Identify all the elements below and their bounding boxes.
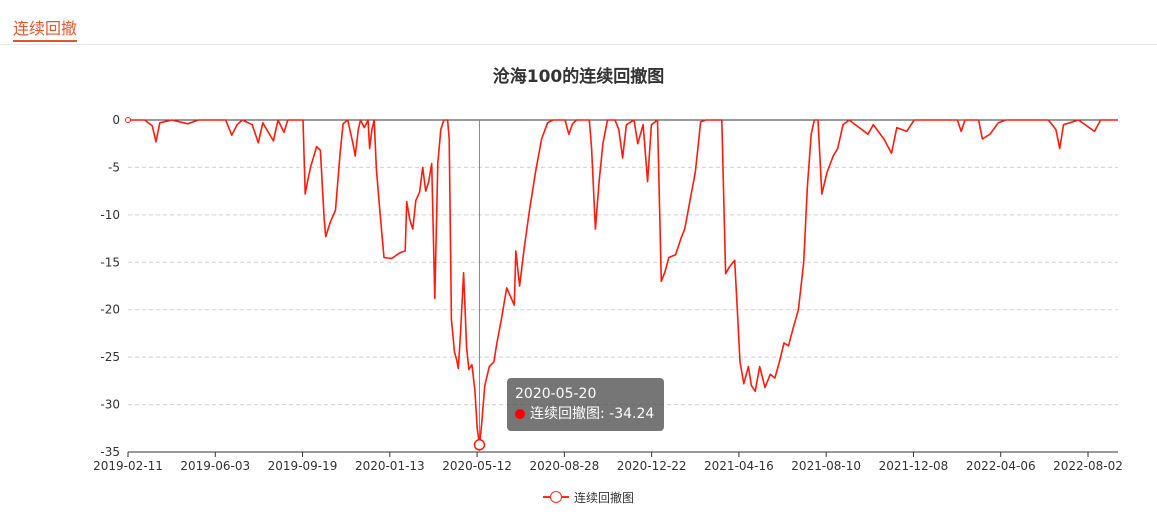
- x-tick-label: 2019-02-11: [93, 459, 163, 473]
- tooltip-row: 连续回撤图: -34.24: [515, 404, 656, 424]
- x-tick-label: 2022-08-02: [1053, 459, 1123, 473]
- x-tick-label: 2021-08-10: [791, 459, 861, 473]
- x-tick-label: 2020-01-13: [355, 459, 425, 473]
- section-title-tab[interactable]: 连续回撤: [13, 20, 78, 42]
- chart-title: 沧海100的连续回撤图: [492, 67, 665, 87]
- x-tick-label: 2021-12-08: [879, 459, 949, 473]
- x-tick-label: 2019-06-03: [180, 459, 250, 473]
- y-tick-label: 0: [112, 113, 120, 127]
- x-tick-label: 2022-04-06: [966, 459, 1036, 473]
- legend-line-circle-icon: [543, 490, 569, 504]
- tooltip-date: 2020-05-20: [515, 386, 597, 402]
- y-tick-label: -5: [108, 160, 120, 174]
- tooltip-value: 连续回撤图: -34.24: [530, 406, 655, 422]
- drawdown-series-line: [128, 119, 1118, 446]
- chart-legend[interactable]: 连续回撤图: [543, 489, 634, 505]
- y-tick-label: -15: [100, 255, 120, 269]
- y-tick-label: -35: [100, 445, 120, 459]
- chart-tooltip: 2020-05-20 连续回撤图: -34.24: [507, 378, 664, 431]
- start-point-marker: [125, 117, 131, 123]
- highlight-point-marker: [473, 439, 486, 451]
- y-tick-label: -10: [100, 208, 120, 222]
- x-tick-label: 2020-12-22: [617, 459, 687, 473]
- y-tick-label: -30: [100, 398, 120, 412]
- x-tick-label: 2020-05-12: [442, 459, 512, 473]
- chart-container: 沧海100的连续回撤图 0 -5 -10 -15 -20 -25 -30 -35 2019-02…: [0, 44, 1157, 516]
- y-tick-label: -20: [100, 303, 120, 317]
- y-tick-label: -25: [100, 350, 120, 364]
- section-header: 连续回撤: [0, 0, 1157, 45]
- series-color-dot: [515, 409, 525, 419]
- x-tick-label: 2021-04-16: [704, 459, 774, 473]
- legend-label: 连续回撤图: [574, 490, 635, 505]
- x-tick-label: 2019-09-19: [268, 459, 338, 473]
- x-tick-label: 2020-08-28: [529, 459, 599, 473]
